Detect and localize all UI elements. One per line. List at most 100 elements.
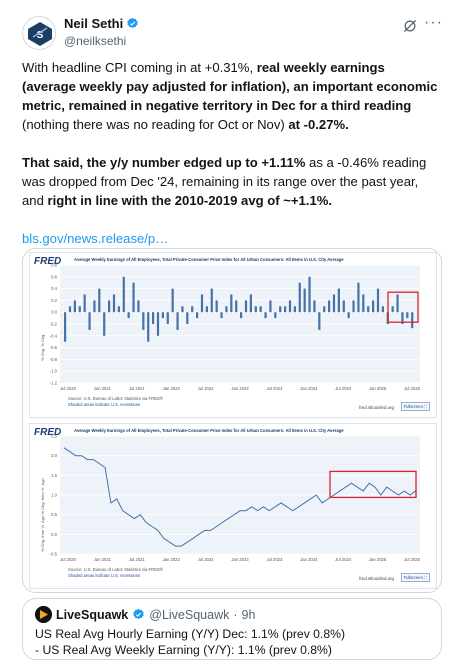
avatar[interactable]: S: [22, 16, 56, 50]
x-tick-label: Jan 2023: [231, 386, 249, 391]
bar: [406, 312, 409, 319]
highlight-box: [329, 470, 417, 499]
chart1-url: fred.stlouisfed.org: [359, 405, 394, 410]
tweet-paragraph-2: That said, the y/y number edged up to +1…: [22, 153, 442, 210]
bar: [64, 312, 67, 342]
bar: [259, 306, 262, 313]
quoted-tweet[interactable]: LiveSquawk @LiveSquawk · 9h US Real Avg …: [22, 598, 442, 660]
x-tick-label: Jul 2021: [129, 557, 146, 562]
bar: [308, 276, 311, 313]
quote-line-1: US Real Avg Hourly Earning (Y/Y) Dec: 1.…: [35, 627, 346, 641]
x-tick-label: Jul 2022: [198, 386, 215, 391]
bar: [293, 306, 296, 313]
bar: [220, 312, 223, 319]
bar: [328, 300, 331, 313]
chart2-url: fred.stlouisfed.org: [359, 576, 394, 581]
bar: [235, 300, 238, 313]
bar: [352, 300, 355, 313]
chart2-fullscreen-button[interactable]: Fullscreen ⛶: [400, 573, 430, 582]
quote-text: US Real Avg Hourly Earning (Y/Y) Dec: 1.…: [35, 626, 345, 658]
bar: [205, 306, 208, 313]
bar: [161, 312, 164, 319]
tweet-p1-s2: (nothing there was no reading for Oct or…: [22, 117, 289, 132]
y-tick-label: 2.0: [51, 453, 57, 458]
x-tick-label: Jul 2020: [60, 386, 77, 391]
quote-line-2: - US Real Avg Weekly Earning (Y/Y): 1.1%…: [35, 643, 332, 657]
tweet-p2-s1: as a -0.46% reading was dropped from Dec…: [22, 155, 427, 208]
quote-separator: ·: [233, 607, 238, 622]
tweet-header: S Neil Sethi @neilksethi ···: [22, 14, 442, 54]
bar: [391, 306, 394, 313]
bar: [210, 288, 213, 313]
y-tick-label: -1.2: [50, 381, 58, 386]
y-tick-label: 0.4: [51, 286, 57, 291]
chart1-plot: 0.80.60.40.20.0-0.2-0.4-0.6-0.8-1.0-1.2J…: [50, 263, 421, 392]
quote-author-handle: @LiveSquawk: [149, 607, 230, 622]
chart1-recession-note[interactable]: Shaded areas indicate U.S. recessions: [68, 402, 141, 407]
bls-link[interactable]: bls.gov/news.release/p…: [22, 231, 169, 246]
bar: [117, 306, 120, 313]
chart2-source: Source: U.S. Bureau of Labor Statistics …: [68, 567, 164, 572]
bar: [176, 312, 179, 330]
bar: [112, 294, 116, 313]
chart1-source: Source: U.S. Bureau of Labor Statistics …: [68, 396, 164, 401]
author-name[interactable]: Neil Sethi: [64, 16, 124, 31]
media-image[interactable]: FRED Average Weekly Earnings of All Empl…: [22, 248, 442, 593]
bar: [342, 300, 345, 313]
bar: [186, 312, 189, 324]
bar: [318, 312, 321, 330]
fred-logo-2: FRED: [34, 427, 62, 438]
x-tick-label: Jul 2022: [198, 557, 215, 562]
bar: [303, 288, 306, 313]
x-tick-label: Jan 2021: [94, 386, 112, 391]
bar: [357, 282, 360, 313]
bar: [181, 306, 184, 313]
author-handle[interactable]: @neilksethi: [64, 34, 127, 48]
more-icon[interactable]: ···: [424, 14, 443, 31]
tweet-text: With headline CPI coming in at +0.31%, r…: [22, 58, 442, 267]
y-tick-label: 0.0: [51, 532, 57, 537]
y-tick-label: -0.2: [50, 322, 58, 327]
x-tick-label: Jan 2023: [231, 557, 249, 562]
tweet-p1-s0: With headline CPI coming in at +0.31%,: [22, 60, 257, 75]
x-tick-label: Jan 2024: [300, 557, 318, 562]
bar: [240, 312, 243, 319]
bar: [376, 288, 380, 313]
bar: [98, 288, 101, 313]
x-tick-label: Jan 2021: [94, 557, 112, 562]
bar: [367, 306, 370, 313]
bar: [108, 300, 111, 313]
tweet-p1-s1: real weekly earnings (average weekly pay…: [22, 60, 438, 113]
verified-badge-icon: [127, 17, 138, 29]
tweet-p2-s0: That said, the y/y number edged up to +1…: [22, 155, 306, 170]
grok-icon[interactable]: [402, 18, 418, 34]
bar: [88, 312, 91, 330]
fred-bar-chart: FRED Average Weekly Earnings of All Empl…: [29, 252, 437, 418]
x-tick-label: Jan 2025: [369, 386, 387, 391]
y-tick-label: -0.8: [50, 357, 58, 362]
chart1-fullscreen-button[interactable]: Fullscreen ⛶: [400, 402, 430, 411]
quote-time: 9h: [241, 607, 256, 622]
quote-header: LiveSquawk @LiveSquawk · 9h: [35, 606, 255, 623]
bar: [288, 300, 292, 313]
bar: [127, 312, 130, 319]
bar: [78, 306, 81, 313]
y-tick-label: 0.6: [51, 274, 57, 279]
bar: [156, 312, 160, 336]
bar: [362, 294, 365, 313]
bar: [396, 294, 399, 313]
bar: [372, 300, 375, 313]
series-line: [63, 447, 417, 547]
bar: [279, 306, 282, 313]
bar: [142, 312, 145, 330]
bar: [171, 288, 174, 313]
bar: [337, 288, 340, 313]
chart2-recession-note[interactable]: Shaded areas indicate U.S. recessions: [68, 573, 141, 578]
bar: [381, 306, 384, 313]
x-tick-label: Jul 2021: [129, 386, 146, 391]
y-tick-label: 2.5: [51, 434, 57, 439]
bar: [244, 300, 248, 313]
x-tick-label: Jul 2025: [404, 557, 421, 562]
